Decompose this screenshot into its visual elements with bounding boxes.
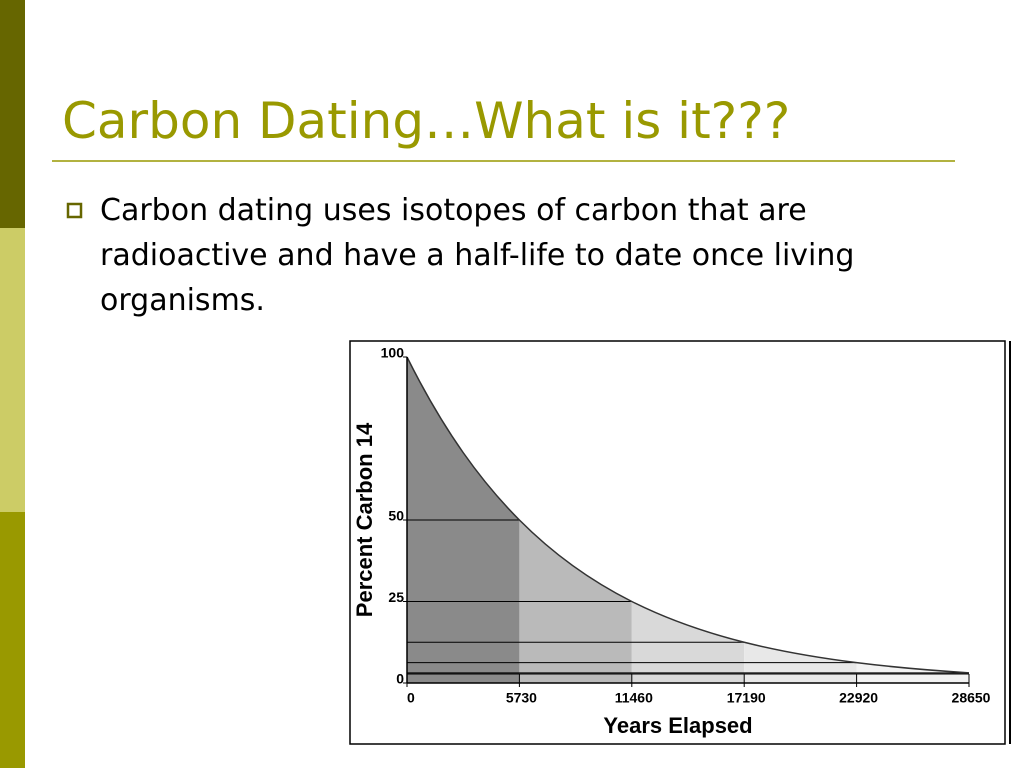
slide-title: Carbon Dating…What is it??? — [62, 92, 790, 150]
y-tick-label: 25 — [388, 589, 404, 605]
x-axis-label: Years Elapsed — [603, 713, 752, 738]
decay-curve — [406, 356, 970, 674]
x-tick-label: 17190 — [727, 690, 766, 706]
side-bar — [0, 228, 25, 512]
x-tick-label: 22920 — [839, 690, 878, 706]
side-bar — [0, 512, 25, 768]
x-tick-label: 28650 — [952, 690, 991, 706]
chart: Years Elapsed Percent Carbon 14 0 25 50 100… — [349, 340, 1011, 745]
y-axis-label: Percent Carbon 14 — [352, 422, 377, 617]
y-tick-label: 50 — [388, 508, 404, 524]
bullet-text: Carbon dating uses isotopes of carbon th… — [100, 193, 855, 318]
x-tick-label: 11460 — [615, 690, 653, 706]
side-bar — [0, 0, 25, 228]
x-tick-label: 0 — [407, 690, 415, 706]
y-tick-label: 0 — [396, 671, 404, 687]
y-tick-label: 100 — [381, 345, 405, 361]
x-tick-label: 5730 — [506, 690, 537, 706]
bullet-marker — [66, 202, 83, 219]
